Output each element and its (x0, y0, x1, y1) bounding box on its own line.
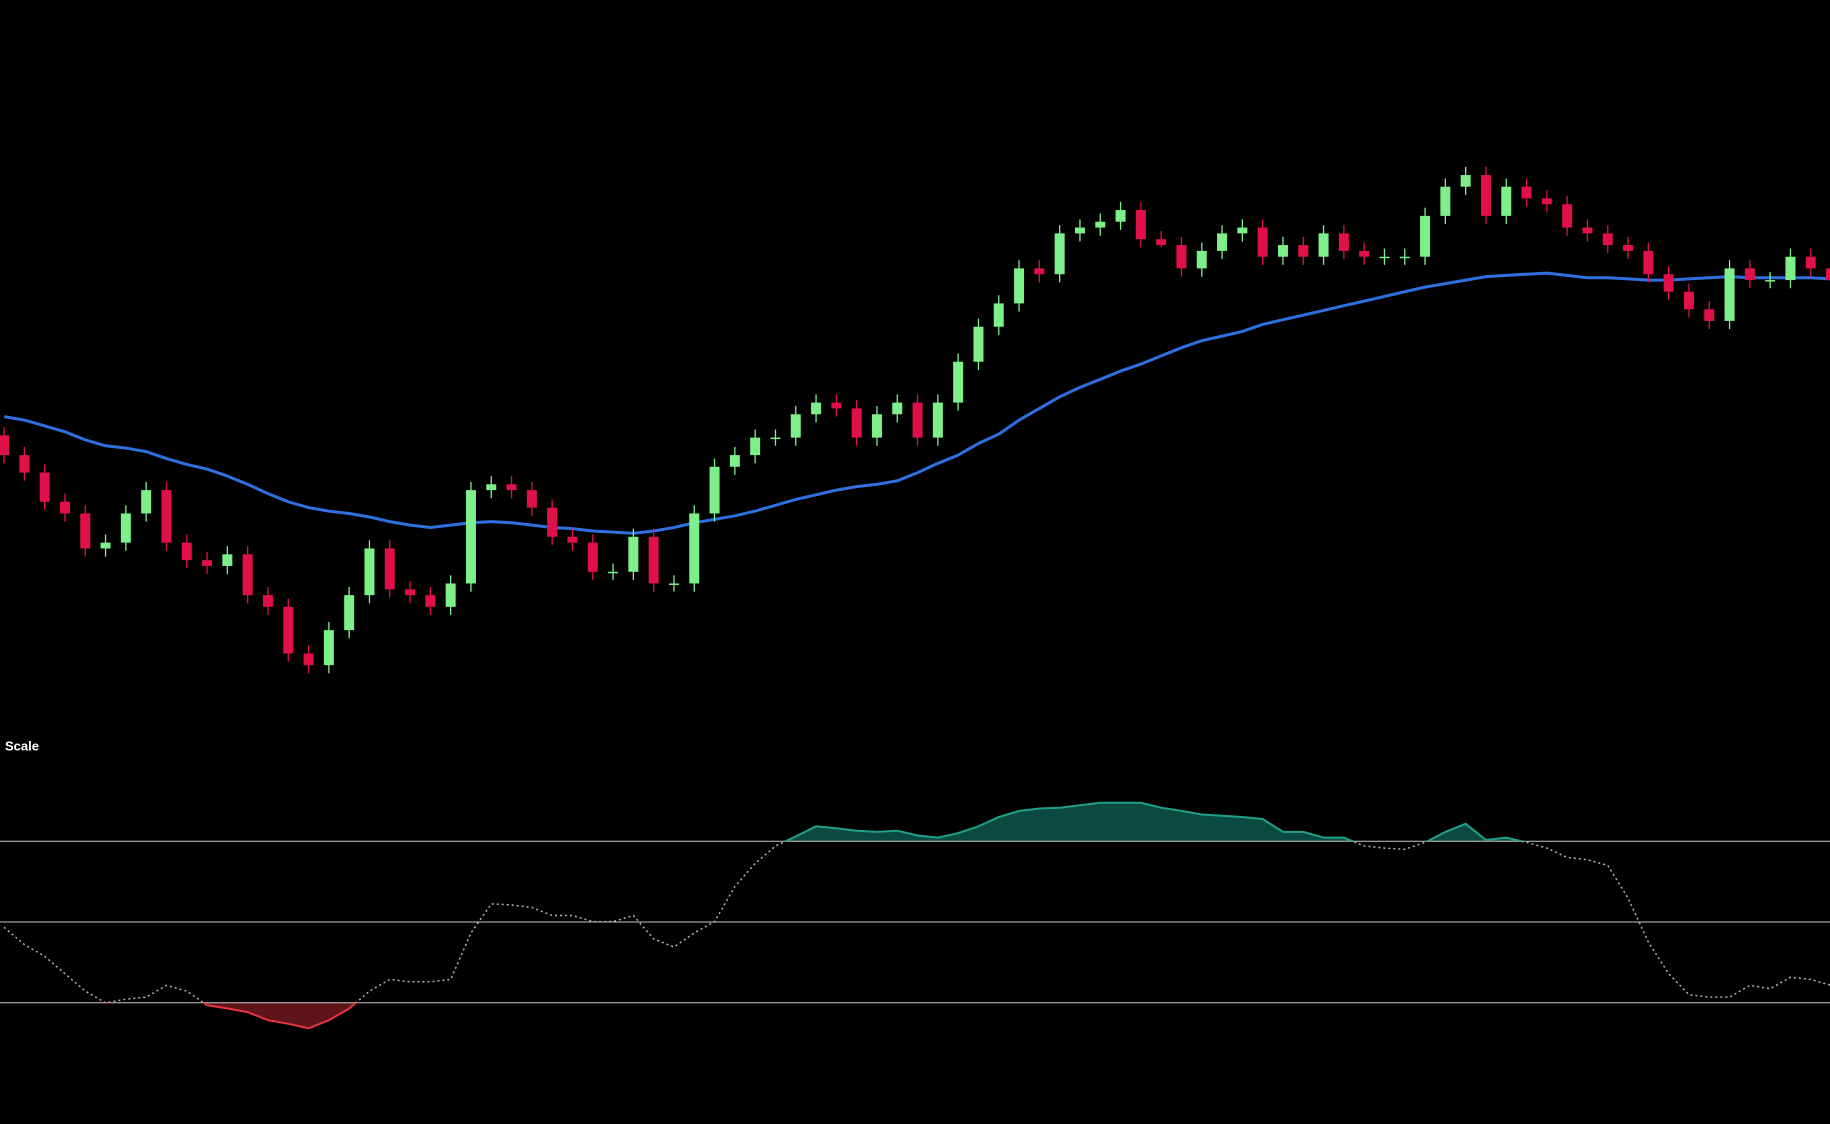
candle-body (1034, 268, 1045, 275)
candle-body (1196, 250, 1207, 269)
candle-body (425, 595, 436, 607)
candle-body (384, 548, 395, 590)
candle-body (1521, 186, 1532, 199)
candle-body (892, 402, 903, 415)
candle-body (1237, 227, 1248, 234)
candle-body (19, 455, 30, 473)
candle-body (526, 490, 537, 508)
candle-body (1257, 227, 1268, 257)
candle-body (222, 554, 233, 566)
candle-body (344, 595, 355, 631)
candle-body (993, 303, 1004, 327)
candle-body (790, 414, 801, 438)
candle-body (1135, 210, 1146, 240)
candle-body (1582, 227, 1593, 234)
candle-body (161, 490, 172, 543)
candle-body (1480, 175, 1491, 216)
overbought-area (4, 802, 1830, 842)
candle-body (1440, 186, 1451, 216)
candle-body (668, 583, 679, 585)
candle-body (1095, 221, 1106, 228)
candle-body (1785, 256, 1796, 281)
candle-body (973, 326, 984, 362)
candle-body (831, 402, 842, 409)
candle-body (0, 435, 10, 456)
candle-body (59, 501, 70, 514)
candle-body (1359, 250, 1370, 257)
candle-body (628, 536, 639, 572)
candle-body (1765, 280, 1776, 282)
candle-body (1643, 250, 1654, 275)
candle-body (1501, 186, 1512, 216)
candle-body (1338, 233, 1349, 251)
candle-body (1176, 245, 1187, 269)
candle-body (1217, 233, 1228, 251)
candle-body (120, 513, 131, 543)
indicator-title: Scale (5, 738, 39, 753)
candle-body (364, 548, 375, 596)
moving-average-line (3, 271, 1830, 535)
candle-body (486, 484, 497, 491)
candle-body (1054, 233, 1065, 275)
candle-body (729, 455, 740, 467)
candle-body (1663, 274, 1674, 292)
candle-body (1420, 215, 1431, 257)
candle-body (262, 595, 273, 607)
candle-body (1318, 233, 1329, 257)
candle-body (1704, 309, 1715, 321)
candle-body (323, 630, 334, 666)
candle-body (1156, 239, 1167, 246)
candle-body (303, 653, 314, 666)
candle-body (932, 402, 943, 438)
candle-body (648, 536, 659, 584)
candle-body (1460, 175, 1471, 187)
candle-body (100, 542, 111, 549)
candle-body (202, 560, 213, 566)
candle-body (547, 507, 558, 537)
candle-body (811, 402, 822, 415)
candle-body (80, 513, 91, 549)
candle-body (405, 589, 416, 596)
candle-body (689, 513, 700, 584)
candle-body (39, 472, 50, 502)
candle-body (1399, 256, 1410, 259)
candle-body (1541, 198, 1552, 205)
candle-body (1826, 268, 1830, 281)
candle-body (750, 437, 761, 456)
candle-body (1298, 245, 1309, 257)
candle-body (1379, 256, 1390, 259)
candle-body (1602, 233, 1613, 246)
candle-body (141, 490, 152, 514)
candle-body (181, 542, 192, 561)
candle-body (953, 361, 964, 403)
candle-body (1623, 245, 1634, 251)
candle-body (1683, 291, 1694, 310)
candle-body (1744, 268, 1755, 281)
candle-body (608, 571, 619, 574)
candle-body (445, 583, 456, 607)
candle-body (506, 484, 517, 491)
candle-body (851, 408, 862, 438)
candle-body (1074, 227, 1085, 234)
candle-body (1014, 268, 1025, 304)
candle-body (283, 606, 294, 654)
candle-body (1724, 268, 1735, 321)
candle-body (770, 437, 781, 440)
candle-body (465, 490, 476, 584)
candle-body (1277, 245, 1288, 257)
candle-body (912, 402, 923, 438)
candle-body (242, 554, 253, 596)
candle-body (871, 414, 882, 438)
candle-body (567, 536, 578, 543)
candle-body (1805, 256, 1816, 269)
candle-body (709, 466, 720, 514)
candle-body (1115, 210, 1126, 222)
overbought-line (783, 801, 1526, 842)
candle-body (587, 542, 598, 572)
candle-body (1562, 204, 1573, 228)
oversold-line (103, 1002, 358, 1030)
